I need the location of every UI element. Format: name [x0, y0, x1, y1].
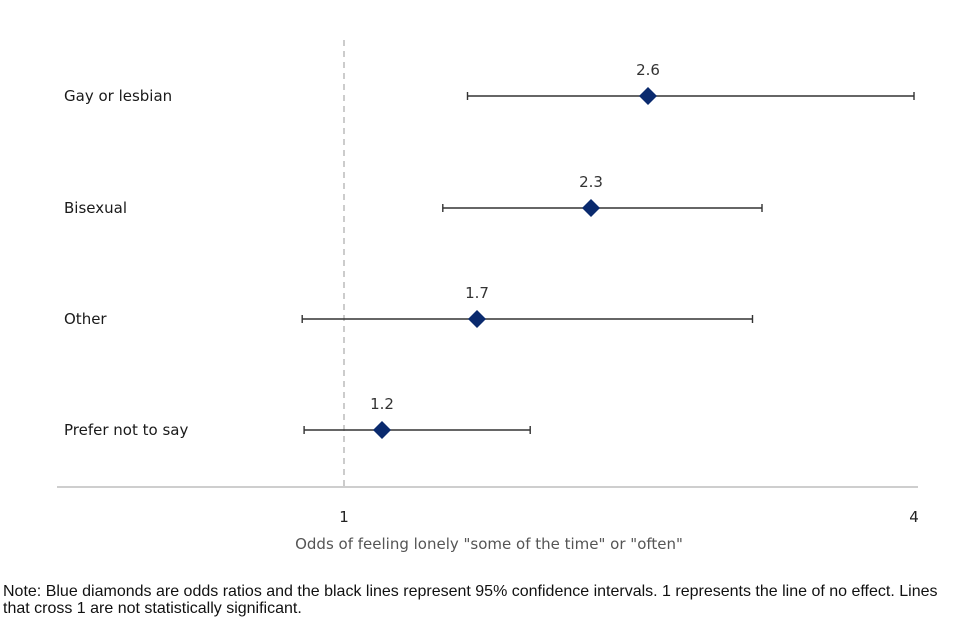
- value-label: 1.2: [370, 395, 394, 413]
- odds-ratio-diamond: [373, 421, 391, 439]
- odds-ratio-diamond: [639, 87, 657, 105]
- odds-ratio-diamond: [468, 310, 486, 328]
- category-label: Other: [64, 310, 107, 328]
- value-label: 2.6: [636, 61, 660, 79]
- value-label: 2.3: [579, 173, 603, 191]
- odds-ratio-diamond: [582, 199, 600, 217]
- value-label: 1.7: [465, 284, 489, 302]
- x-axis-title: Odds of feeling lonely "some of the time…: [295, 535, 683, 553]
- x-tick-label: 4: [909, 508, 919, 526]
- category-label: Prefer not to say: [64, 421, 188, 439]
- x-tick-label: 1: [339, 508, 349, 526]
- forest-plot: 1 4 Odds of feeling lonely "some of the ti…: [57, 40, 919, 553]
- chart-note: Note: Blue diamonds are odds ratios and …: [3, 583, 938, 617]
- category-label: Gay or lesbian: [64, 87, 172, 105]
- category-label: Bisexual: [64, 199, 127, 217]
